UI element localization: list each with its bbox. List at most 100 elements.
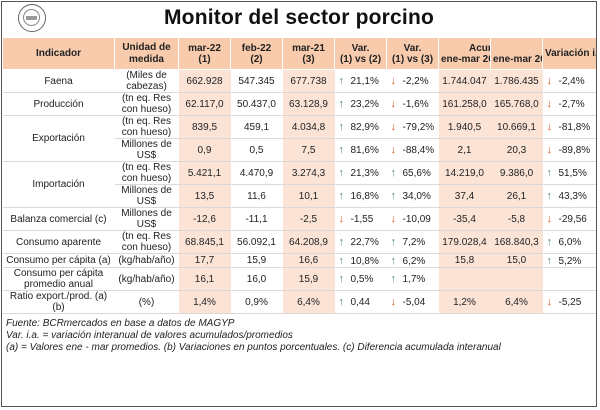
var13-cell: ↓ -5,04 bbox=[386, 290, 439, 314]
feb22-cell: 50.437,0 bbox=[230, 92, 283, 116]
arrow-up-icon: ↑ bbox=[390, 236, 397, 248]
arrow-up-icon: ↑ bbox=[390, 167, 397, 179]
header-acum22: Acumuladoene-mar 2022 bbox=[438, 37, 491, 70]
variation-value: 10,8% bbox=[350, 255, 379, 267]
feb22-cell: 4.470,9 bbox=[230, 161, 283, 185]
unit-cell: (tn eq. Res con hueso) bbox=[114, 115, 179, 139]
unit-cell: Millones de US$ bbox=[114, 138, 179, 162]
var13-cell: ↑ 65,6% bbox=[386, 161, 439, 185]
var12-cell: ↑ 16,8% bbox=[334, 184, 387, 208]
variacion-cell bbox=[542, 267, 596, 291]
variacion-cell: ↓ -2,7% bbox=[542, 92, 596, 116]
footnote-notes: (a) = Valores ene - mar promedios. (b) V… bbox=[6, 342, 501, 353]
arrow-down-icon: ↓ bbox=[390, 121, 397, 133]
feb22-cell: -11,1 bbox=[230, 207, 283, 231]
var13-cell: ↑ 6,2% bbox=[386, 253, 439, 268]
variation-value: 82,9% bbox=[350, 122, 379, 133]
acum21-cell: -5,8 bbox=[490, 207, 543, 231]
variation-value: 22,7% bbox=[350, 237, 379, 248]
acum22-cell: 14.219,0 bbox=[438, 161, 491, 185]
header-variacion: Variación i.a. bbox=[542, 37, 596, 70]
arrow-up-icon: ↑ bbox=[546, 236, 553, 248]
arrow-down-icon: ↓ bbox=[546, 75, 553, 87]
mar21-cell: 4.034,8 bbox=[282, 115, 335, 139]
arrow-up-icon: ↑ bbox=[338, 190, 345, 202]
variacion-cell: ↓ -5,25 bbox=[542, 290, 596, 314]
mar22-cell: 662.928 bbox=[178, 69, 231, 93]
arrow-up-icon: ↑ bbox=[338, 167, 345, 179]
header-feb22: feb-22 (2) bbox=[230, 37, 283, 70]
footnote-var: Var. i.a. = variación interanual de valo… bbox=[6, 330, 293, 341]
variation-value: 1,7% bbox=[402, 274, 426, 285]
arrow-up-icon: ↑ bbox=[390, 273, 397, 285]
arrow-up-icon: ↑ bbox=[390, 190, 397, 202]
mar22-cell: 16,1 bbox=[178, 267, 231, 291]
data-table: Indicador Unidad de medida mar-22 (1) feb… bbox=[2, 37, 596, 314]
table-row: Importación (tn eq. Res con hueso) 5.421,1… bbox=[2, 161, 596, 208]
unit-cell: (tn eq. Res con hueso) bbox=[114, 230, 179, 254]
variation-value: -2,2% bbox=[402, 76, 429, 87]
var13-cell: ↓ -79,2% bbox=[386, 115, 439, 139]
arrow-down-icon: ↓ bbox=[390, 296, 397, 308]
var12-cell: ↑ 21,3% bbox=[334, 161, 387, 185]
variation-value: -5,25 bbox=[558, 297, 582, 308]
arrow-down-icon: ↓ bbox=[390, 98, 397, 110]
mar21-cell: 10,1 bbox=[282, 184, 335, 208]
table-row: Millones de US$ 13,5 11,6 10,1 ↑ 16,8% ↑ 34,0% 3… bbox=[3, 184, 596, 208]
variation-value: -88,4% bbox=[402, 145, 435, 156]
variacion-cell: ↓ -89,8% bbox=[542, 138, 596, 162]
indicator-cell: Consumo per cápita (a) bbox=[2, 253, 115, 268]
acum21-cell: 6,4% bbox=[490, 290, 543, 314]
variation-value: -5,04 bbox=[402, 297, 426, 308]
arrow-up-icon: ↑ bbox=[338, 254, 345, 267]
feb22-cell: 547.345 bbox=[230, 69, 283, 93]
header-mar21: mar-21 (3) bbox=[282, 37, 335, 70]
unit-cell: Millones de US$ bbox=[114, 207, 179, 231]
table-row: Consumo per cápita (a) (kg/hab/año) 17,7 15… bbox=[2, 253, 596, 268]
mar22-cell: 1,4% bbox=[178, 290, 231, 314]
feb22-cell: 11,6 bbox=[230, 184, 283, 208]
variation-value: 23,2% bbox=[350, 99, 379, 110]
seal-logo bbox=[18, 4, 46, 32]
table-row: Balanza comercial (c) Millones de US$ -12,… bbox=[2, 207, 596, 231]
unit-cell: (kg/hab/año) bbox=[114, 267, 179, 291]
variacion-cell: ↑ 51,5% bbox=[542, 161, 596, 185]
table-row: Consumo aparente (tn eq. Res con hueso) 68… bbox=[2, 230, 596, 254]
variation-value: -10,09 bbox=[402, 214, 431, 225]
indicator-cell: Importación bbox=[2, 161, 115, 208]
unit-cell: (tn eq. Res con hueso) bbox=[114, 161, 179, 185]
acum21-cell: 26,1 bbox=[490, 184, 543, 208]
mar21-cell: 677.738 bbox=[282, 69, 335, 93]
unit-cell: (kg/hab/año) bbox=[114, 253, 179, 268]
acum22-cell bbox=[438, 267, 491, 291]
acum22-cell: 179.028,4 bbox=[438, 230, 491, 254]
arrow-down-icon: ↓ bbox=[390, 144, 397, 156]
mar21-cell: 7,5 bbox=[282, 138, 335, 162]
var13-cell: ↓ -1,6% bbox=[386, 92, 439, 116]
unit-cell: Millones de US$ bbox=[114, 184, 179, 208]
var12-cell: ↑ 82,9% bbox=[334, 115, 387, 139]
variation-value: -2,4% bbox=[558, 76, 585, 87]
acum21-cell: 165.768,0 bbox=[490, 92, 543, 116]
var12-cell: ↓ -1,55 bbox=[334, 207, 387, 231]
arrow-up-icon: ↑ bbox=[546, 254, 553, 267]
variation-value: 0,5% bbox=[350, 274, 374, 285]
variacion-cell: ↓ -2,4% bbox=[542, 69, 596, 93]
variation-value: 7,2% bbox=[402, 237, 426, 248]
arrow-down-icon: ↓ bbox=[390, 213, 397, 225]
mar22-cell: 62.117,0 bbox=[178, 92, 231, 116]
title-bar: Monitor del sector porcino bbox=[2, 2, 596, 37]
indicator-cell: Faena bbox=[2, 69, 115, 93]
acum22-cell: -35,4 bbox=[438, 207, 491, 231]
indicator-cell: Consumo per cápita promedio anual bbox=[2, 267, 115, 291]
acum21-cell: 168.840,3 bbox=[490, 230, 543, 254]
acum22-cell: 1.744.047 bbox=[438, 69, 491, 93]
variation-value: 16,8% bbox=[350, 191, 379, 202]
arrow-up-icon: ↑ bbox=[338, 236, 345, 248]
var13-cell: ↓ -10,09 bbox=[386, 207, 439, 231]
arrow-down-icon: ↓ bbox=[546, 213, 553, 225]
var12-cell: ↑ 10,8% bbox=[334, 253, 387, 268]
variacion-cell: ↑ 6,0% bbox=[542, 230, 596, 254]
mar22-cell: 13,5 bbox=[178, 184, 231, 208]
